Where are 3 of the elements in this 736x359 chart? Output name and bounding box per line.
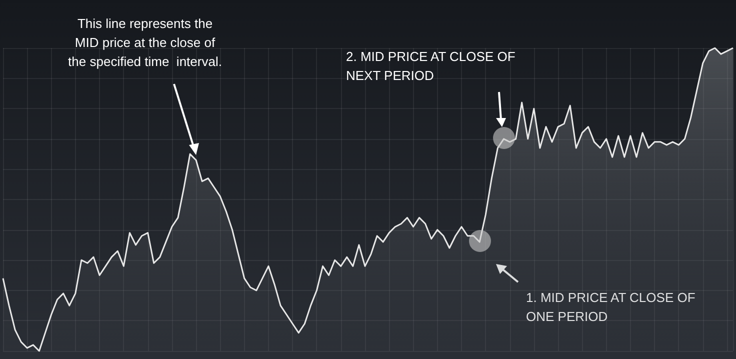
annotation: This line represents the MID price at the close of the specified time interval. [68,16,222,69]
annotation: 2. MID PRICE AT CLOSE OF NEXT PERIOD [346,49,516,83]
annotation: 1. MID PRICE AT CLOSE OF ONE PERIOD [526,290,696,324]
